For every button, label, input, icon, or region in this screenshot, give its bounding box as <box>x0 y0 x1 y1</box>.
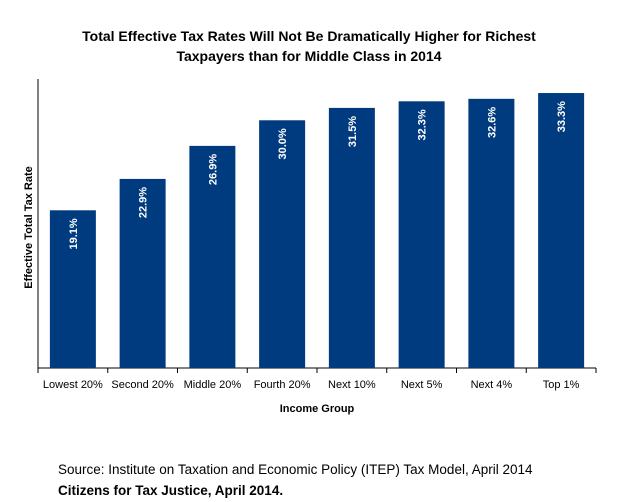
bar <box>328 107 375 369</box>
credit-note: Citizens for Tax Justice, April 2014. <box>58 483 284 498</box>
chart-title: Total Effective Tax Rates Will Not Be Dr… <box>0 26 618 66</box>
bar-value-label: 22.9% <box>138 187 150 218</box>
x-tick-label: Fourth 20% <box>254 379 311 391</box>
bar <box>538 93 585 368</box>
bar <box>119 178 166 368</box>
x-axis-title: Income Group <box>280 403 355 415</box>
bar-value-label: 33.3% <box>556 101 568 132</box>
x-tick-label: Next 4% <box>471 379 513 391</box>
bar <box>49 210 96 368</box>
x-tick-label: Next 5% <box>401 379 443 391</box>
bar-value-label: 31.5% <box>347 116 359 147</box>
bar <box>468 98 515 369</box>
bar <box>259 120 306 369</box>
source-note: Source: Institute on Taxation and Econom… <box>58 462 533 477</box>
y-axis-title: Effective Total Tax Rate <box>23 166 35 288</box>
bar-value-label: 26.9% <box>207 154 219 185</box>
bar <box>398 101 445 369</box>
bar-value-label: 19.1% <box>68 218 80 249</box>
chart-title-line-1: Total Effective Tax Rates Will Not Be Dr… <box>82 28 536 44</box>
x-tick-label: Second 20% <box>111 379 174 391</box>
chart-title-line-2: Taxpayers than for Middle Class in 2014 <box>176 48 442 64</box>
bar <box>189 145 236 368</box>
x-tick-label: Top 1% <box>543 379 580 391</box>
x-tick-label: Lowest 20% <box>43 379 103 391</box>
bar-value-label: 30.0% <box>277 128 289 159</box>
bar-value-label: 32.3% <box>417 109 429 140</box>
bar-value-label: 32.6% <box>486 107 498 138</box>
x-tick-label: Next 10% <box>328 379 376 391</box>
x-tick-label: Middle 20% <box>184 379 242 391</box>
